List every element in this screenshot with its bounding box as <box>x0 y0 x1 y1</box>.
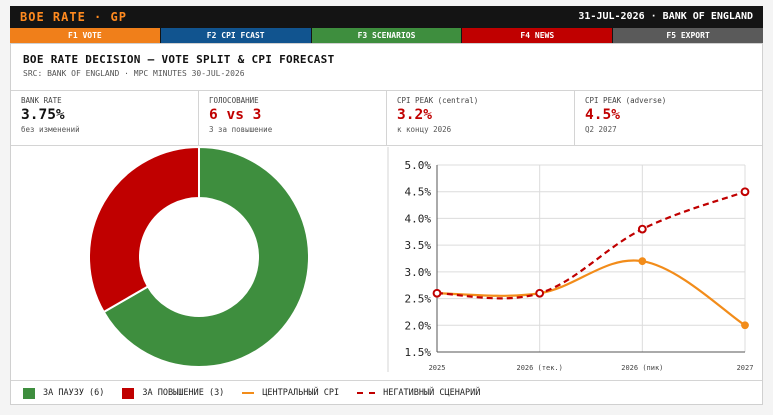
stat-value: 6 vs 3 <box>209 107 262 123</box>
stat-bank-rate: BANK RATE 3.75% без изменений <box>11 91 199 145</box>
stat-note: к концу 2026 <box>397 125 452 134</box>
y-tick-label: 4.0% <box>405 212 432 225</box>
y-tick-label: 3.5% <box>405 239 432 252</box>
stat-cpi-peak-adverse: CPI PEAK (adverse) 4.5% Q2 2027 <box>575 91 762 145</box>
donut-slice-1 <box>88 145 200 314</box>
stat-label: BANK RATE <box>21 96 62 105</box>
legend-label: ЗА ПАУЗУ (6) <box>43 388 105 398</box>
stat-label: CPI PEAK (central) <box>397 96 479 105</box>
stat-label: CPI PEAK (adverse) <box>585 96 667 105</box>
top-bar: BOE RATE · GP 31-JUL-2026 · BANK OF ENGL… <box>10 6 763 28</box>
date-source-label: 31-JUL-2026 · BANK OF ENGLAND <box>578 11 753 22</box>
legend-item-adverse: НЕГАТИВНЫЙ СЦЕНАРИЙ <box>357 388 480 398</box>
stat-value: 4.5% <box>585 107 620 123</box>
legend-line-solid <box>242 392 255 394</box>
stat-cpi-peak-central: CPI PEAK (central) 3.2% к концу 2026 <box>387 91 575 145</box>
vote-donut-chart <box>88 145 310 368</box>
main-panel: BOE RATE DECISION — VOTE SPLIT & CPI FOR… <box>10 43 763 405</box>
series-point-0 <box>638 257 647 266</box>
y-tick-label: 1.5% <box>405 346 432 359</box>
panel-title: BOE RATE DECISION — VOTE SPLIT & CPI FOR… <box>23 53 335 66</box>
app-title: BOE RATE · GP <box>20 10 127 24</box>
tab-f5-export[interactable]: F5 EXPORT <box>613 28 763 43</box>
stats-row: BANK RATE 3.75% без изменений ГОЛОСОВАНИ… <box>11 90 762 146</box>
y-tick-label: 3.0% <box>405 266 432 279</box>
panel-subtitle: SRC: BANK OF ENGLAND · MPC MINUTES 30-JU… <box>23 69 245 78</box>
donut-slice-0 <box>102 145 310 368</box>
charts-svg: 1.5% 2.0% 2.5% 3.0% 3.5% 4.0% 4.5% 5.0% 2025 2026… <box>88 145 754 372</box>
legend-label: ЦЕНТРАЛЬНЫЙ CPI <box>262 388 340 398</box>
chart-area: 1.5% 2.0% 2.5% 3.0% 3.5% 4.0% 4.5% 5.0% 2025 2026… <box>11 145 762 372</box>
legend-item-hold: ЗА ПАУЗУ (6) <box>23 387 105 399</box>
tab-f3-scenarios[interactable]: F3 SCENARIOS <box>311 28 462 43</box>
y-tick-label: 5.0% <box>405 159 432 172</box>
series-point-0 <box>741 321 749 330</box>
stat-note: без изменений <box>21 125 80 134</box>
stat-value: 3.75% <box>21 107 65 123</box>
series-line-1 <box>436 190 746 300</box>
series-point-1 <box>637 224 647 234</box>
stat-note: Q2 2027 <box>585 125 617 134</box>
function-key-bar: F1 VOTE F2 CPI FCAST F3 SCENARIOS F4 NEW… <box>10 28 763 43</box>
legend: ЗА ПАУЗУ (6) ЗА ПОВЫШЕНИЕ (3) ЦЕНТРАЛЬНЫ… <box>11 380 762 405</box>
legend-label: ЗА ПОВЫШЕНИЕ (3) <box>142 388 225 398</box>
stat-value: 3.2% <box>397 107 432 123</box>
tab-f2-cpi-fcast[interactable]: F2 CPI FCAST <box>160 28 311 43</box>
legend-item-central: ЦЕНТРАЛЬНЫЙ CPI <box>242 388 339 398</box>
series-point-1 <box>535 288 545 298</box>
series-point-1 <box>432 288 442 298</box>
legend-label: НЕГАТИВНЫЙ СЦЕНАРИЙ <box>383 388 481 398</box>
y-tick-label: 2.0% <box>405 319 432 332</box>
stat-note: 3 за повышение <box>209 125 273 134</box>
y-tick-label: 2.5% <box>405 293 432 306</box>
x-tick-label: 2027 <box>737 364 754 372</box>
x-tick-label: 2026 (пик) <box>621 364 663 372</box>
stat-vote: ГОЛОСОВАНИЕ 6 vs 3 3 за повышение <box>199 91 387 145</box>
tab-f4-news[interactable]: F4 NEWS <box>462 28 613 43</box>
series-line-0 <box>436 259 746 327</box>
legend-swatch-green <box>23 387 35 399</box>
stat-label: ГОЛОСОВАНИЕ <box>209 96 259 105</box>
legend-swatch-red <box>122 387 135 399</box>
y-tick-label: 4.5% <box>405 186 432 199</box>
tab-f1-vote[interactable]: F1 VOTE <box>10 28 160 43</box>
series-point-1 <box>740 187 750 197</box>
legend-line-dashed <box>357 392 376 394</box>
legend-item-hike: ЗА ПОВЫШЕНИЕ (3) <box>122 387 225 399</box>
x-tick-label: 2026 (тек.) <box>516 364 562 372</box>
cpi-line-chart: 1.5% 2.0% 2.5% 3.0% 3.5% 4.0% 4.5% 5.0% 2025 2026… <box>405 159 754 372</box>
x-tick-label: 2025 <box>429 364 446 372</box>
